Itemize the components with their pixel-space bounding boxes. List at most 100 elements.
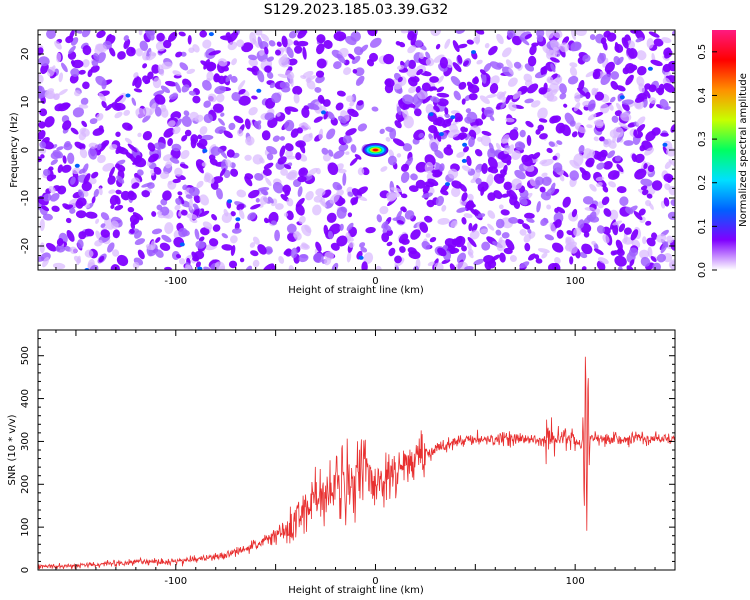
heatmap-cell xyxy=(206,71,214,81)
colorbar-tick-label: 0.4 xyxy=(697,88,708,104)
heatmap-cell xyxy=(326,128,336,140)
heatmap-cell xyxy=(386,241,393,247)
heatmap-cell xyxy=(51,205,60,212)
heatmap-cell xyxy=(578,145,585,154)
heatmap-cell xyxy=(114,102,126,111)
heatmap-cell xyxy=(186,213,198,220)
heatmap-cell xyxy=(342,134,352,144)
heatmap-cell xyxy=(156,211,163,215)
heatmap-cell xyxy=(429,236,437,243)
heatmap-cell xyxy=(236,39,245,48)
heatmap-cell xyxy=(354,154,362,160)
heatmap-cell xyxy=(262,168,272,176)
heatmap-cell xyxy=(535,129,541,135)
heatmap-cell xyxy=(287,58,298,66)
heatmap-cell xyxy=(614,110,622,117)
heatmap-cell xyxy=(78,104,89,109)
heatmap-cell xyxy=(617,266,623,270)
heatmap-cell xyxy=(78,231,87,240)
heatmap-cell xyxy=(177,191,183,196)
heatmap-cell xyxy=(74,90,81,97)
heatmap-cell xyxy=(39,108,48,117)
heatmap-cell xyxy=(636,50,647,61)
heatmap-cell xyxy=(573,153,584,167)
heatmap-cell xyxy=(638,208,646,216)
heatmap-cell xyxy=(164,80,177,87)
heatmap-cell xyxy=(636,124,646,133)
heatmap-cell xyxy=(169,157,180,164)
heatmap-cell xyxy=(365,226,376,234)
heatmap-cell xyxy=(241,42,254,53)
heatmap-cell xyxy=(56,238,64,247)
heatmap-cell xyxy=(264,46,269,55)
heatmap-cell xyxy=(162,39,172,49)
heatmap-cell xyxy=(486,93,497,99)
heatmap-cell xyxy=(265,177,272,186)
heatmap-cell xyxy=(614,155,622,162)
y-tick-label: 300 xyxy=(20,432,31,451)
heatmap-cell xyxy=(244,175,253,187)
heatmap-cell xyxy=(663,83,675,93)
colorbar-tick-label: 0.5 xyxy=(697,44,708,60)
heatmap-cell xyxy=(461,165,472,172)
heatmap-cell xyxy=(252,236,260,245)
heatmap-cell xyxy=(231,58,238,66)
heatmap-cell xyxy=(155,249,164,258)
line-background xyxy=(38,330,675,570)
heatmap-cell xyxy=(321,110,326,115)
heatmap-cell xyxy=(275,203,284,210)
heatmap-cell xyxy=(461,98,466,105)
heatmap-cell xyxy=(628,247,639,257)
heatmap-cell xyxy=(346,251,352,263)
heatmap-cell xyxy=(651,232,658,240)
heatmap-cell xyxy=(108,166,116,178)
heatmap-cell xyxy=(543,82,548,92)
heatmap-cell xyxy=(236,189,247,198)
heatmap-cell xyxy=(630,30,639,34)
heatmap-cell xyxy=(613,126,624,138)
heatmap-cell xyxy=(480,135,491,147)
heatmap-cell xyxy=(278,255,285,264)
heatmap-cell xyxy=(656,234,667,243)
heatmap-cell xyxy=(593,136,599,142)
heatmap-cell xyxy=(488,45,498,56)
heatmap-cell xyxy=(428,124,438,134)
heatmap-cell xyxy=(98,92,107,102)
heatmap-cell xyxy=(571,30,576,40)
heatmap-cell xyxy=(619,196,629,206)
heatmap-cell xyxy=(221,244,233,251)
heatmap-cell xyxy=(259,195,269,205)
heatmap-cell xyxy=(199,126,208,135)
heatmap-cell xyxy=(45,242,57,252)
heatmap-cell xyxy=(596,225,605,234)
heatmap-cell xyxy=(541,158,554,167)
heatmap-cell xyxy=(641,189,649,196)
heatmap-cell xyxy=(93,53,100,61)
heatmap-cell xyxy=(618,122,630,130)
heatmap-cell xyxy=(255,198,260,203)
heatmap-cell xyxy=(83,173,91,185)
heatmap-cell xyxy=(287,169,298,181)
heatmap-cell xyxy=(206,62,217,72)
heatmap-cell xyxy=(62,155,67,164)
heatmap-cell xyxy=(666,235,674,243)
heatmap-cell xyxy=(570,42,582,52)
heatmap-cell xyxy=(114,95,124,103)
x-tick-label: 100 xyxy=(566,576,585,587)
heatmap-cell xyxy=(536,30,545,38)
heatmap-cell xyxy=(552,242,564,253)
colorbar-gradient xyxy=(712,30,736,270)
heatmap-cell xyxy=(221,65,229,72)
heatmap-cell xyxy=(382,225,388,234)
heatmap-cell xyxy=(585,157,595,167)
heatmap-cell xyxy=(180,209,188,216)
heatmap-cell xyxy=(503,181,513,191)
heatmap-cell xyxy=(114,111,123,119)
heatmap-cell xyxy=(274,229,280,242)
heatmap-cell xyxy=(506,30,516,39)
heatmap-cell xyxy=(347,191,354,197)
heatmap-cell xyxy=(404,210,415,220)
heatmap-cell xyxy=(167,120,176,128)
heatmap-cell xyxy=(509,254,517,263)
heatmap-cell xyxy=(181,229,190,237)
